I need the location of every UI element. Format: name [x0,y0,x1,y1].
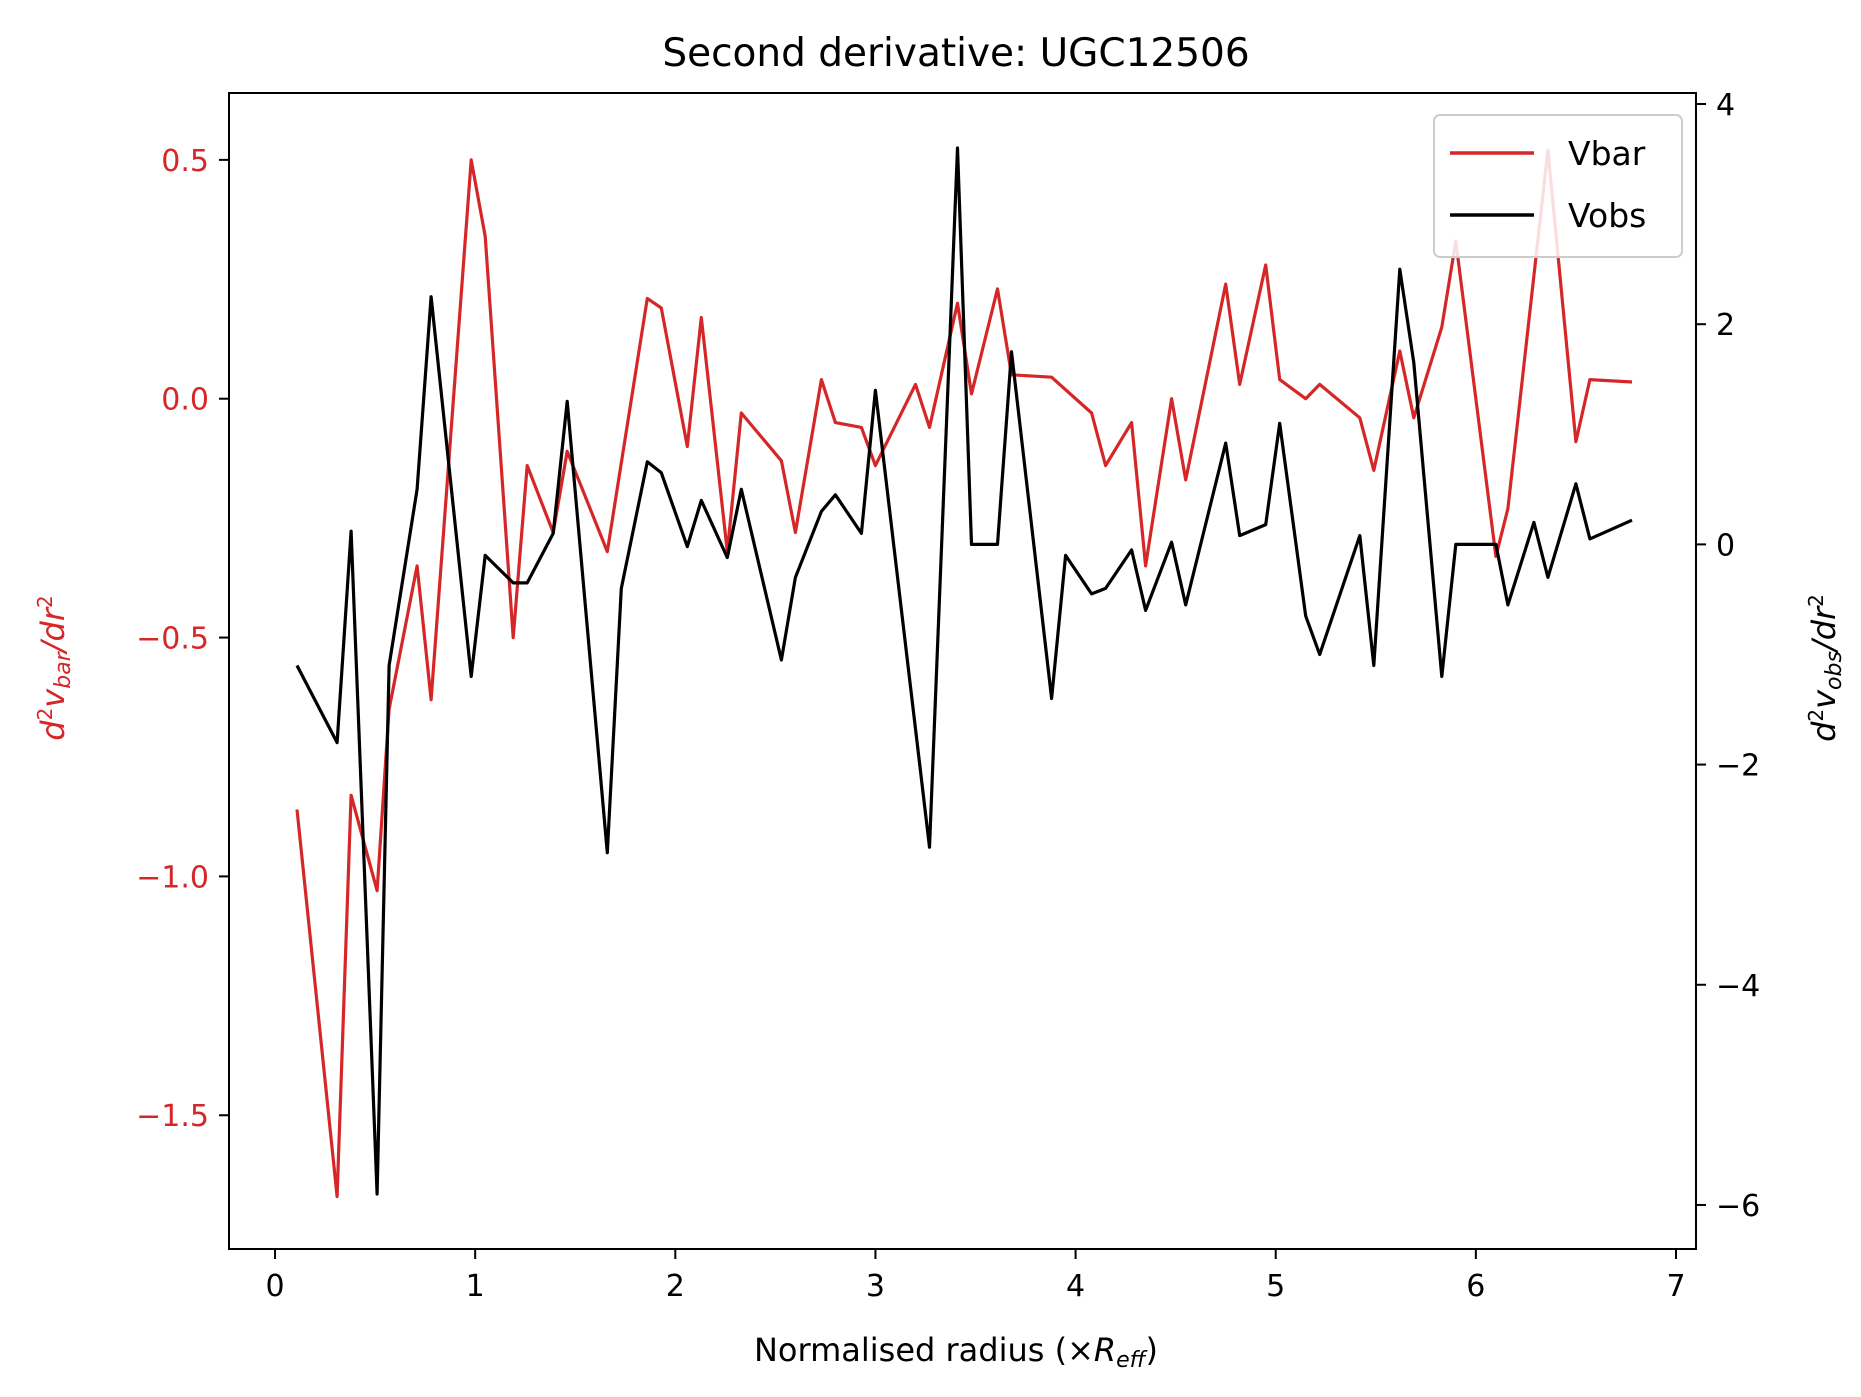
x-tick-label: 1 [466,1269,485,1304]
x-tick-label: 4 [1066,1269,1085,1304]
legend: Vbar Vobs [1433,114,1683,258]
x-tick-label: 2 [666,1269,685,1304]
right-y-tick-label: −6 [1716,1189,1760,1224]
right-y-axis: 4 2 0 −2 −4 −6 [1696,88,1760,1224]
left-y-axis: 0.5 0.0 −0.5 −1.0 −1.5 [136,144,229,1134]
right-y-tick-label: 4 [1716,88,1735,123]
chart-title: Second derivative: UGC12506 [662,31,1249,76]
x-axis-label-prefix: Normalised radius (× [754,1331,1094,1369]
plot-frame [228,92,1697,1250]
right-y-tick-label: −4 [1716,969,1760,1004]
right-y-tick-label: −2 [1716,749,1760,784]
x-tick-label: 5 [1266,1269,1285,1304]
x-axis-label: Normalised radius (×Reff) [754,1331,1158,1373]
x-tick-label: 0 [265,1269,284,1304]
left-y-axis-label: d2vbar/dr2 [33,595,76,740]
left-y-tick-label: 0.5 [161,144,209,179]
series-line-vobs [295,146,1633,1196]
legend-label-vobs: Vobs [1568,196,1646,235]
left-y-tick-label: 0.0 [161,383,209,418]
x-tick-label: 3 [866,1269,885,1304]
x-tick-label: 6 [1466,1269,1485,1304]
legend-label-vbar: Vbar [1568,134,1646,173]
x-axis: 0 1 2 3 4 5 6 7 [265,1249,1686,1304]
x-axis-label-subscript: eff [1116,1348,1148,1373]
right-y-tick-label: 0 [1716,528,1735,563]
legend-box [1433,114,1683,258]
x-axis-label-suffix: ) [1146,1331,1158,1369]
right-y-tick-label: 2 [1716,308,1735,343]
left-y-tick-label: −1.5 [136,1099,209,1134]
right-y-axis-label: d2vobs/dr2 [1804,594,1847,742]
left-y-tick-label: −0.5 [136,622,209,657]
left-y-tick-label: −1.0 [136,860,209,895]
plot-area [228,92,1697,1250]
x-axis-label-symbol: R [1094,1331,1116,1369]
x-tick-label: 7 [1666,1269,1685,1304]
